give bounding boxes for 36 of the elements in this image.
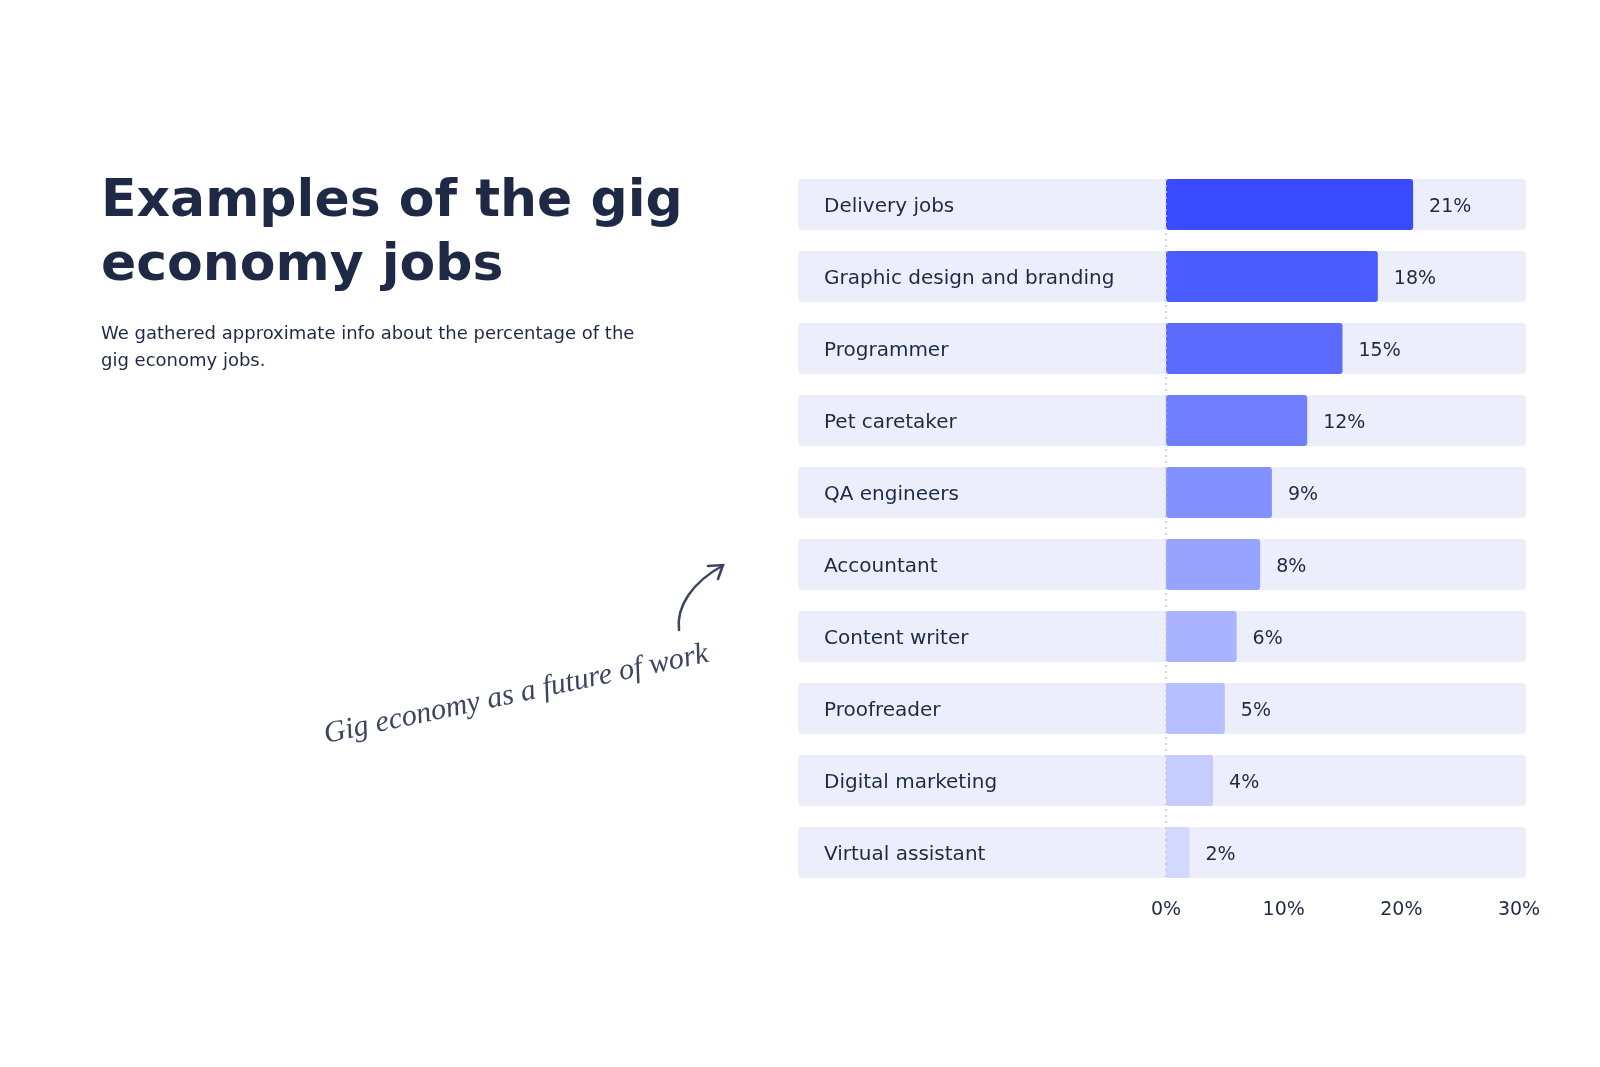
data-label: 4% xyxy=(1229,769,1260,792)
y-tick-label: Accountant xyxy=(824,552,938,577)
bar xyxy=(1166,251,1378,302)
y-tick-label: Pet caretaker xyxy=(824,408,958,433)
y-tick-label: QA engineers xyxy=(824,480,959,505)
bar xyxy=(1166,467,1272,518)
y-tick-label: Digital marketing xyxy=(824,768,998,793)
text: Gig economy as a future of work xyxy=(320,634,712,749)
data-label: 2% xyxy=(1205,841,1236,864)
text: We gathered approximate info about the percentage of the gig economy jobs. xyxy=(101,322,635,370)
text: Examples of the gig economy jobs xyxy=(101,168,683,292)
y-tick-label: Programmer xyxy=(824,336,950,361)
x-tick-label: 10% xyxy=(1262,897,1305,919)
bar xyxy=(1166,827,1190,878)
bar xyxy=(1166,611,1237,662)
x-tick-label: 30% xyxy=(1497,897,1541,919)
y-tick-label: Content writer xyxy=(824,624,970,649)
data-label: 21% xyxy=(1429,193,1472,216)
data-label: 8% xyxy=(1276,553,1307,576)
data-label: 9% xyxy=(1287,481,1319,504)
y-tick-label: Delivery jobs xyxy=(824,192,955,217)
data-label: 15% xyxy=(1358,337,1401,360)
data-label: 5% xyxy=(1240,697,1271,720)
bar xyxy=(1166,323,1343,374)
y-tick-label: Proofreader xyxy=(824,696,942,721)
y-tick-label: Graphic design and branding xyxy=(824,264,1115,289)
bar xyxy=(1166,755,1214,806)
data-label: 18% xyxy=(1393,265,1437,288)
bar xyxy=(1166,395,1308,446)
data-label: 12% xyxy=(1323,409,1366,432)
bar xyxy=(1166,683,1225,734)
x-tick-label: 20% xyxy=(1380,897,1423,919)
y-tick-label: Virtual assistant xyxy=(824,840,986,865)
data-label: 6% xyxy=(1252,625,1283,648)
x-tick-label: 0% xyxy=(1150,897,1182,919)
bar xyxy=(1166,539,1261,590)
